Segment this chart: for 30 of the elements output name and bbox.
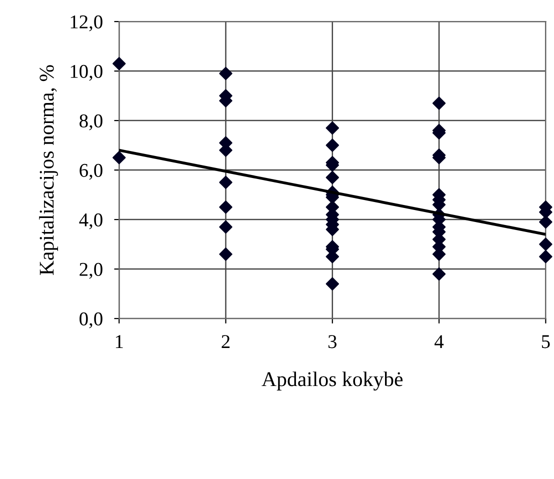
point (326, 170, 339, 184)
point (112, 57, 126, 70)
point (219, 220, 232, 234)
point (326, 277, 339, 290)
point (219, 248, 232, 261)
x-tick-label: 2 (222, 335, 230, 348)
y-tick-label: 0,0 (80, 312, 102, 328)
y-tick-label: 4,0 (79, 213, 102, 230)
y-tick-label: 10,0 (70, 64, 102, 81)
x-axis-title: Apdailos kokybė (262, 372, 403, 391)
point (432, 96, 446, 110)
point (539, 238, 552, 251)
x-tick-label: 5 (542, 335, 550, 348)
point (326, 138, 339, 152)
y-tick-label: 12,0 (70, 15, 102, 32)
y-axis-title: Kapitalizacijos norma, % (39, 65, 58, 276)
point (219, 176, 232, 190)
x-tick-label: 1 (116, 335, 123, 348)
y-tick-label: 6,0 (80, 164, 102, 180)
point (432, 267, 446, 281)
y-tick-label: 2,0 (80, 262, 102, 279)
point (219, 66, 232, 80)
point (539, 250, 552, 264)
x-tick-label: 4 (434, 335, 444, 348)
point (219, 200, 232, 214)
point (112, 151, 126, 164)
point (326, 121, 339, 135)
point (539, 215, 552, 229)
y-tick-label: 8,0 (80, 114, 102, 130)
x-tick-label: 3 (328, 335, 336, 348)
